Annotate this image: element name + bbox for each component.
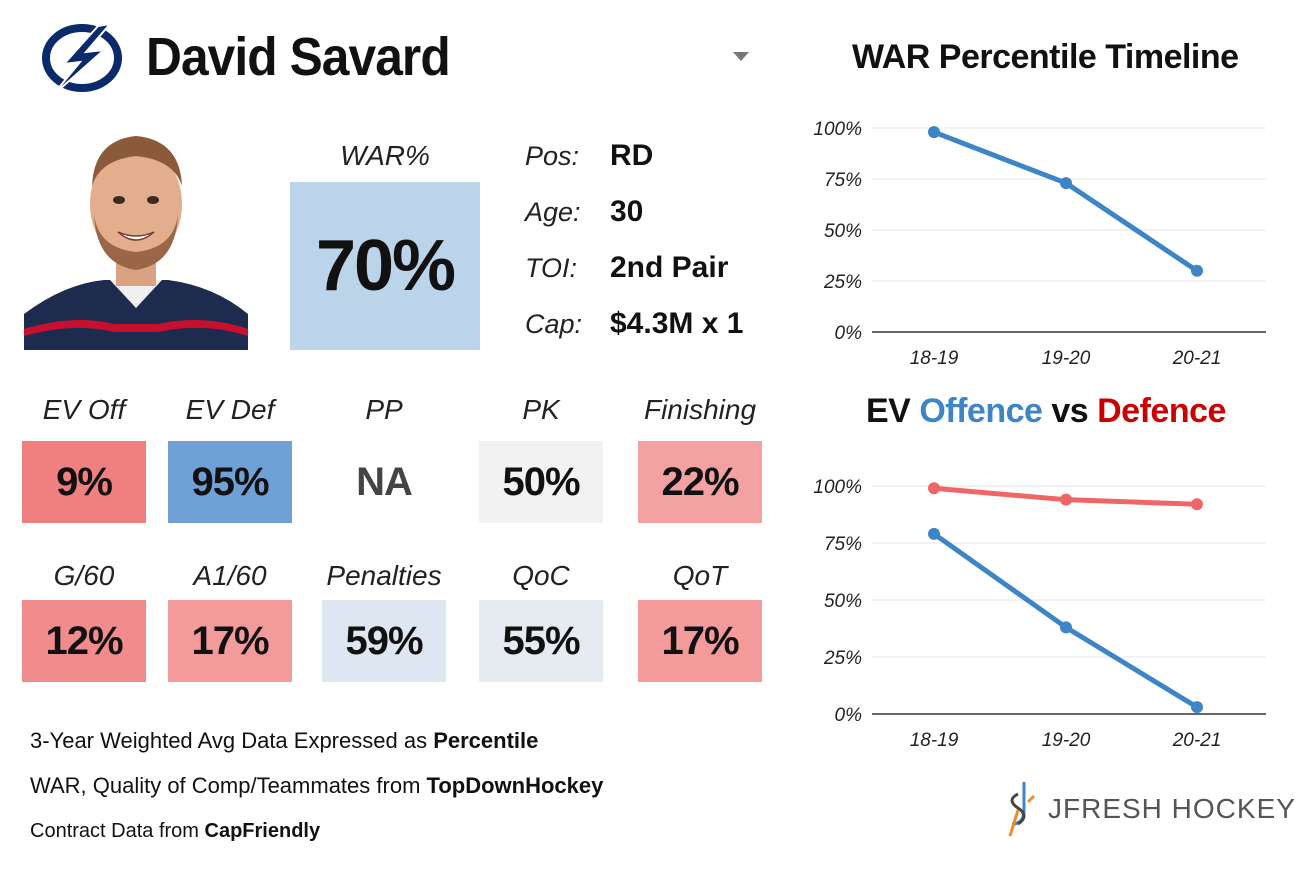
stat-label-g60: G/60 xyxy=(53,560,115,591)
stat-box-qoc: 55% xyxy=(479,600,603,682)
note-percentile: 3-Year Weighted Avg Data Expressed as Pe… xyxy=(30,728,538,754)
stat-box-ev-def: 95% xyxy=(168,441,292,523)
data-point-offence xyxy=(928,527,940,540)
stat-box-a160: 17% xyxy=(168,600,292,682)
info-label: Age: xyxy=(525,196,581,227)
y-tick-label: 25% xyxy=(823,272,862,293)
ev-offence-defence-chart: 0% 25% 50% 75% 100% 18-19 19-20 20-21 xyxy=(813,477,1266,751)
stat-label-pp: PP xyxy=(365,394,403,425)
data-point-war xyxy=(928,126,940,139)
stat-box-finishing: 22% xyxy=(638,441,762,523)
note-text: 3-Year Weighted Avg Data Expressed as xyxy=(30,728,434,753)
y-tick-label: 100% xyxy=(813,477,862,498)
info-label: Pos: xyxy=(525,140,580,171)
stat-value: 17% xyxy=(661,618,739,663)
stat-label-ev-off: EV Off xyxy=(42,394,126,425)
data-point-war xyxy=(1060,177,1072,190)
info-value: 30 xyxy=(610,195,644,228)
data-point-defence xyxy=(928,482,940,495)
info-row-cap: Cap: $4.3M x 1 xyxy=(525,304,785,344)
info-row-toi: TOI: 2nd Pair xyxy=(525,248,785,288)
y-tick-label: 75% xyxy=(824,170,862,191)
stat-box-pp: NA xyxy=(322,441,446,523)
data-point-offence xyxy=(1191,701,1203,714)
info-value: $4.3M x 1 xyxy=(610,307,744,340)
stat-value: 59% xyxy=(345,618,423,663)
info-value: 2nd Pair xyxy=(610,251,729,284)
x-tick-label: 19-20 xyxy=(1042,730,1091,751)
stat-label-ev-def: EV Def xyxy=(185,394,275,425)
stat-value: 12% xyxy=(45,618,123,663)
stat-label-pk: PK xyxy=(522,394,560,425)
stat-box-qot: 17% xyxy=(638,600,762,682)
note-contract-source: Contract Data from CapFriendly xyxy=(30,820,320,843)
x-tick-label: 20-21 xyxy=(1172,730,1222,751)
stat-label-penalties: Penalties xyxy=(326,560,442,591)
team-logo-lightning-icon xyxy=(38,20,124,98)
y-tick-label: 0% xyxy=(835,323,863,344)
war-value: 70% xyxy=(315,226,456,306)
y-tick-label: 0% xyxy=(835,705,863,726)
y-tick-label: 100% xyxy=(813,119,862,140)
data-point-defence xyxy=(1191,498,1203,511)
stat-value: 9% xyxy=(56,459,113,504)
info-label: TOI: xyxy=(525,252,578,283)
stat-value: 17% xyxy=(191,618,269,663)
note-bold: Percentile xyxy=(433,728,539,753)
series-line-war xyxy=(933,129,1199,273)
y-tick-label: 50% xyxy=(824,221,862,242)
y-tick-label: 75% xyxy=(824,534,862,555)
stat-value: NA xyxy=(356,459,413,504)
x-tick-label: 18-19 xyxy=(910,348,959,369)
note-text: WAR, Quality of Comp/Teammates from xyxy=(30,773,427,798)
chart2-title-ev: EV xyxy=(866,392,920,430)
brand-text: JFRESH HOCKEY xyxy=(1048,793,1296,824)
x-tick-label: 20-21 xyxy=(1172,348,1222,369)
chart2-title-vs: vs xyxy=(1042,392,1098,430)
data-point-defence xyxy=(1060,493,1072,506)
stat-value: 95% xyxy=(191,459,269,504)
y-tick-label: 50% xyxy=(824,591,862,612)
player-select-dropdown-icon[interactable] xyxy=(733,52,749,61)
info-row-position: Pos: RD xyxy=(525,136,785,176)
chart2-title-defence: Defence xyxy=(1097,392,1226,430)
stat-label-qot: QoT xyxy=(672,560,728,591)
info-row-age: Age: 30 xyxy=(525,192,785,232)
war-timeline-chart: 0% 25% 50% 75% 100% 18-19 19-20 20-21 xyxy=(813,119,1266,369)
note-text: Contract Data from xyxy=(30,820,205,842)
jfresh-logo-icon xyxy=(1008,782,1036,837)
stat-box-pk: 50% xyxy=(479,441,603,523)
info-value: RD xyxy=(610,139,654,172)
series-line-offence xyxy=(932,531,1199,710)
war-value-box: 70% xyxy=(290,182,480,350)
stat-box-penalties: 59% xyxy=(322,600,446,682)
war-label: WAR% xyxy=(340,140,430,171)
chart2-title: EV Offence vs Defence xyxy=(866,392,1226,431)
data-point-war xyxy=(1191,264,1203,277)
info-label: Cap: xyxy=(525,308,583,339)
player-headshot xyxy=(24,124,248,350)
player-name: David Savard xyxy=(146,27,451,87)
stat-label-finishing: Finishing xyxy=(643,394,757,425)
stat-value: 55% xyxy=(502,618,580,663)
note-war-source: WAR, Quality of Comp/Teammates from TopD… xyxy=(30,773,603,799)
stat-value: 50% xyxy=(502,459,580,504)
x-tick-label: 19-20 xyxy=(1042,348,1091,369)
stat-value: 22% xyxy=(661,459,739,504)
note-bold: TopDownHockey xyxy=(426,773,604,798)
y-tick-label: 25% xyxy=(823,648,862,669)
jfresh-hockey-brand: JFRESH HOCKEY xyxy=(1004,780,1296,838)
chart1-title: WAR Percentile Timeline xyxy=(852,38,1239,76)
x-tick-label: 18-19 xyxy=(910,730,959,751)
stat-box-g60: 12% xyxy=(22,600,146,682)
note-bold: CapFriendly xyxy=(204,820,321,842)
stat-box-ev-off: 9% xyxy=(22,441,146,523)
stat-label-a160: A1/60 xyxy=(193,560,267,591)
data-point-offence xyxy=(1060,621,1072,634)
stat-label-qoc: QoC xyxy=(512,560,570,591)
chart2-title-offence: Offence xyxy=(919,392,1043,430)
